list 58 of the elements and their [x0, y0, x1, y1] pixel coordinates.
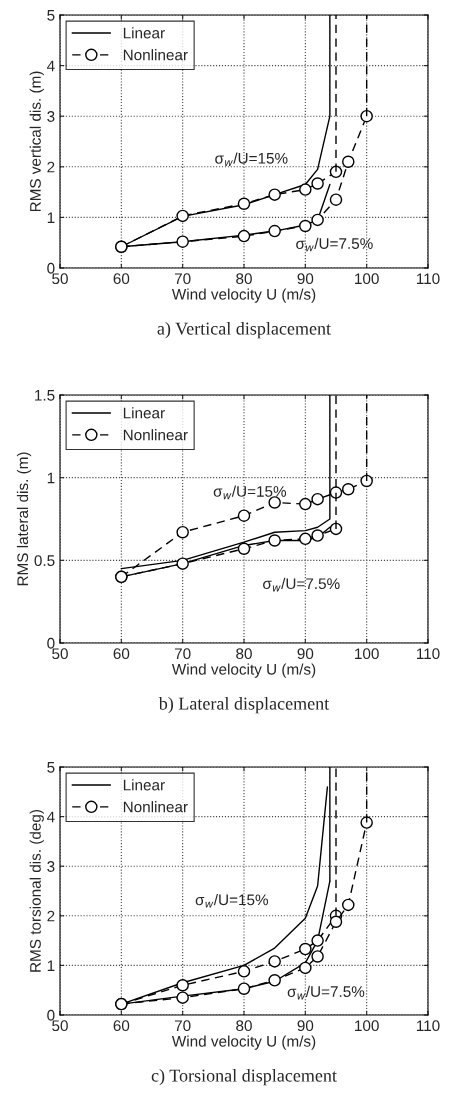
- annotation: σ$_{w}$/U=7.5%: [287, 985, 365, 1000]
- x-axis-title: Wind velocity U (m/s): [171, 288, 316, 303]
- x-axis-title: Wind velocity U (m/s): [171, 1035, 316, 1050]
- x-tick-label: 60: [113, 1020, 130, 1032]
- annotation: σ$_{w}$/U=15%: [213, 485, 287, 500]
- x-tick-label: 50: [52, 273, 68, 285]
- y-tick-label: 1.5: [35, 390, 55, 401]
- x-tick-label: 80: [236, 648, 252, 660]
- text: c) Torsional displacement: [151, 1069, 337, 1086]
- x-tick-label: 100: [355, 273, 379, 285]
- y-tick-label: 2: [47, 910, 55, 922]
- y-tick-label: 0: [47, 1009, 55, 1021]
- y-axis-title: RMS vertical dis. (m): [29, 71, 44, 212]
- y-tick-label: 4: [46, 60, 55, 72]
- x-tick-label: 100: [355, 648, 379, 660]
- legend-label: Linear: [123, 779, 165, 791]
- y-axis-title: RMS torsional dis. (deg): [29, 810, 44, 972]
- y-tick-label: 3: [47, 861, 55, 872]
- legend-label: Linear: [123, 27, 165, 39]
- annotation: σ$_{w}$/U=7.5%: [263, 577, 340, 592]
- x-axis-title: Wind velocity U (m/s): [171, 663, 316, 678]
- annotation: σ$_{w}$/U=7.5%: [296, 237, 373, 252]
- text: a) Vertical displacement: [157, 322, 331, 339]
- annotation: σ$_{w}$/U=15%: [195, 894, 269, 908]
- y-tick-label: 0: [47, 637, 55, 649]
- legend-label: Linear: [123, 407, 165, 419]
- y-tick-label: 4: [46, 811, 55, 823]
- legend-label: Nonlinear: [123, 49, 188, 61]
- y-tick-label: 2: [47, 161, 55, 173]
- y-tick-label: 5: [47, 762, 55, 773]
- y-tick-label: 1: [47, 472, 55, 484]
- x-tick-label: 110: [416, 273, 440, 285]
- y-tick-label: 1: [47, 960, 55, 971]
- x-tick-label: 70: [174, 648, 191, 660]
- y-axis-title: RMS lateral dis. (m): [16, 452, 32, 586]
- legend-label: Nonlinear: [123, 801, 188, 813]
- x-tick-label: 90: [297, 648, 314, 660]
- x-tick-label: 80: [236, 1020, 252, 1032]
- x-tick-label: 110: [416, 648, 440, 660]
- legend-label: Nonlinear: [123, 429, 188, 441]
- x-tick-label: 90: [297, 1020, 314, 1032]
- x-tick-label: 90: [297, 273, 314, 285]
- y-tick-label: 0.5: [34, 555, 55, 567]
- x-tick-label: 60: [113, 648, 130, 660]
- x-tick-label: 60: [113, 273, 130, 285]
- y-tick-label: 3: [47, 111, 55, 122]
- x-tick-label: 80: [236, 273, 252, 285]
- x-tick-label: 100: [355, 1020, 379, 1032]
- y-tick-label: 5: [47, 10, 55, 21]
- x-tick-label: 50: [52, 1020, 68, 1032]
- text: b) Lateral displacement: [158, 697, 330, 714]
- y-tick-label: 1: [47, 212, 55, 223]
- x-tick-label: 110: [416, 1020, 440, 1032]
- x-tick-label: 50: [52, 648, 68, 660]
- x-tick-label: 70: [174, 1020, 191, 1032]
- annotation: σ$_{w}$/U=15%: [215, 152, 288, 167]
- x-tick-label: 70: [174, 273, 191, 285]
- y-tick-label: 0: [47, 262, 55, 274]
